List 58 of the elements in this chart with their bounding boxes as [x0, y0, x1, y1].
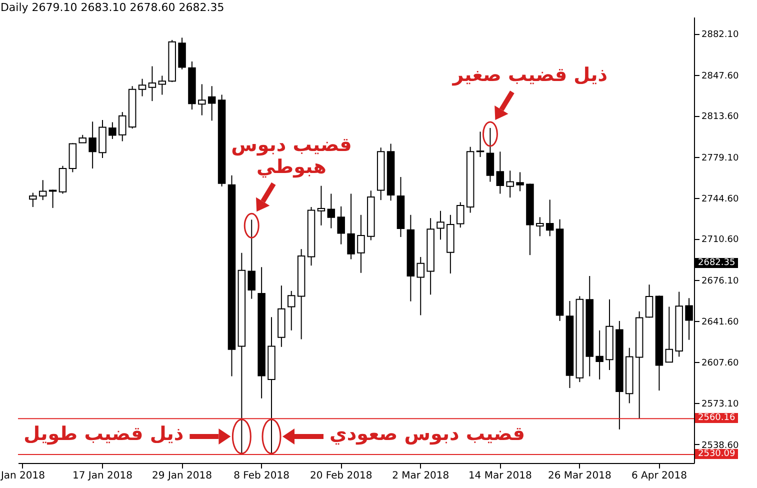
candlestick: [38, 180, 47, 201]
chart-title: Daily 2679.10 2683.10 2678.60 2682.35: [0, 1, 224, 14]
y-tick-label: 2779.10: [702, 153, 739, 164]
candlestick: [337, 206, 345, 245]
candlestick: [108, 122, 116, 140]
y-tick-label: 2813.60: [702, 112, 739, 122]
x-tick-label: 14 Mar 2018: [468, 470, 532, 482]
y-tick-label: 2607.60: [702, 358, 739, 368]
candlestick: [248, 219, 256, 300]
y-tick-label: 2641.60: [702, 318, 739, 328]
x-tick-label: 8 Feb 2018: [234, 470, 290, 482]
candlestick: [506, 170, 514, 198]
candlestick: [496, 151, 504, 194]
x-tick-label: 20 Feb 2018: [310, 470, 372, 482]
y-tick-label: 2573.10: [702, 400, 739, 410]
candlestick: [88, 121, 96, 169]
ref-line-label: 2560.16: [695, 412, 738, 423]
y-tick-label: 2710.60: [702, 235, 739, 246]
candlestick: [596, 330, 604, 380]
candlestick: [665, 306, 674, 363]
candlestick: [198, 84, 206, 116]
candlestick: [347, 193, 355, 260]
x-tick-label: 6 Apr 2018: [631, 470, 687, 482]
candlestick: [158, 75, 166, 96]
candlestick: [546, 199, 554, 237]
annotation: ذيل قضيب صغير: [452, 64, 608, 86]
ref-line-label: 2530.09: [695, 448, 738, 459]
x-tick-label: Jan 2018: [0, 470, 45, 482]
candlestick: [208, 86, 216, 122]
y-tick-label: 2744.60: [702, 194, 739, 205]
candlestick: [118, 112, 126, 142]
candlestick: [317, 185, 326, 226]
candlestick: [536, 216, 544, 237]
annotation: ذيل قضيب طويل: [24, 422, 184, 445]
candlestick: [58, 165, 67, 194]
annotation: قضيب دبوس صعودي: [330, 422, 525, 445]
x-tick-label: 2 Mar 2018: [392, 470, 450, 482]
candlestick: [29, 192, 37, 208]
candlestick: [645, 284, 654, 318]
x-tick-label: 17 Jan 2018: [72, 470, 132, 482]
text: 2682.35: [695, 258, 738, 268]
candlestick: [138, 78, 146, 97]
candlestick: [357, 214, 365, 274]
candlestick: [436, 210, 444, 240]
candlestick: [456, 202, 464, 228]
candlestick: [416, 256, 424, 316]
candlestick: [486, 127, 494, 182]
y-tick-label: 2847.60: [702, 71, 739, 82]
candlestick: [476, 131, 484, 158]
x-tick-label: 29 Jan 2018: [152, 470, 212, 482]
y-tick-label: 2676.10: [702, 276, 739, 286]
candlestick: [148, 66, 156, 102]
candlestick: [516, 172, 524, 192]
annotation: قضيب دبوس هبوطي: [231, 134, 352, 178]
y-tick-label: 2882.10: [702, 30, 739, 40]
x-tick-label: 26 Mar 2018: [548, 470, 612, 482]
candlestick: [327, 193, 336, 229]
candlestick: [288, 290, 296, 331]
